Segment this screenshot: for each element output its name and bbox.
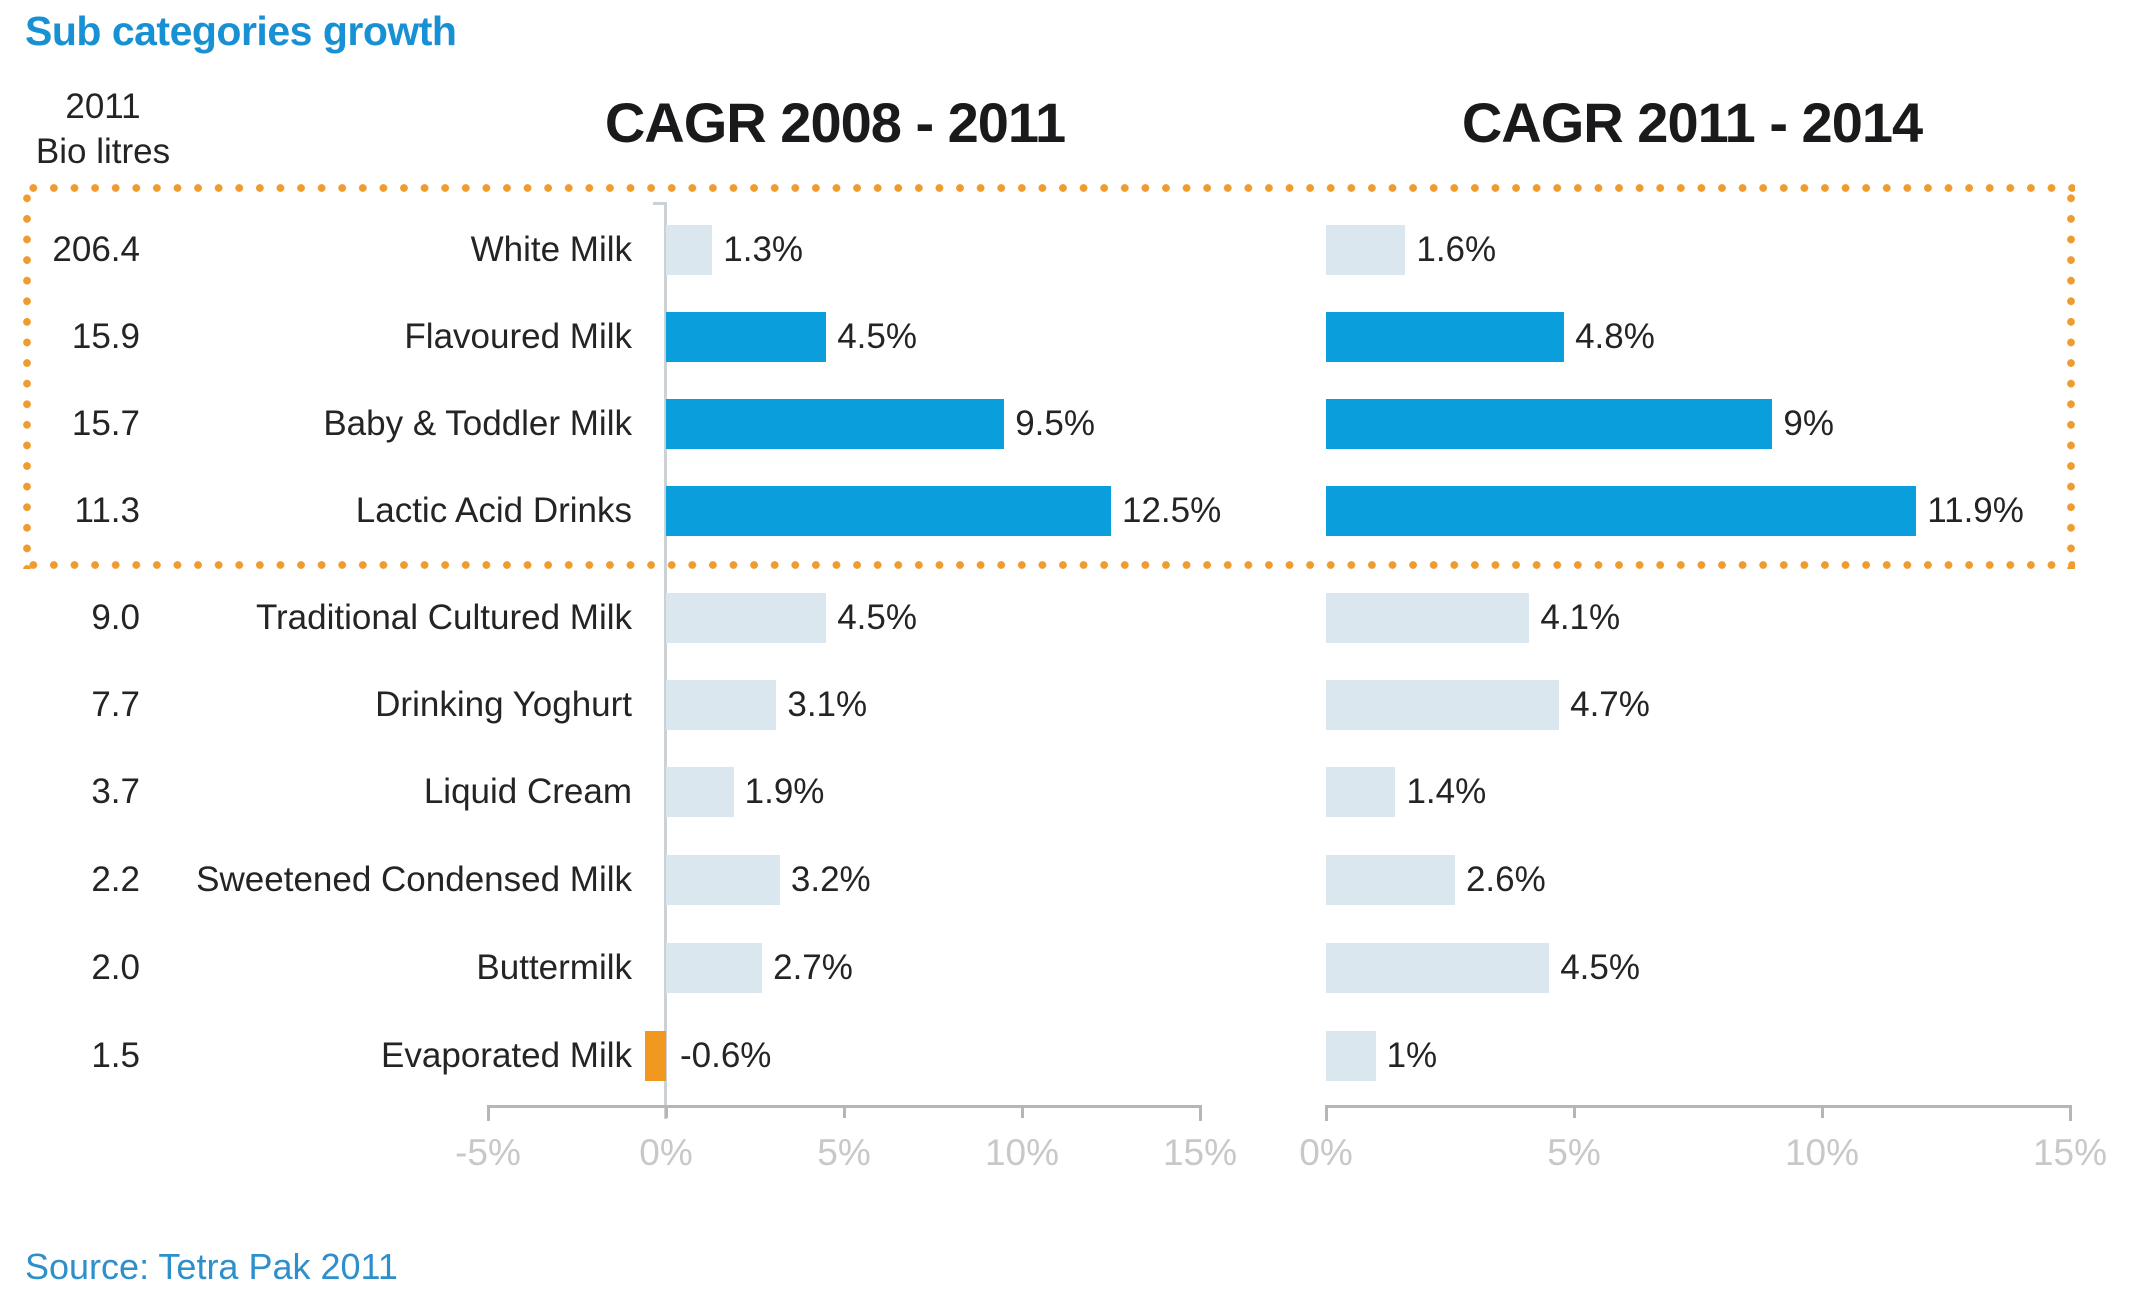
chart-title-cagr-2011-2014: CAGR 2011 - 2014 [1461, 91, 1923, 154]
bar-value-label: 9.5% [1015, 404, 1095, 443]
x-axis-tick [665, 1105, 668, 1118]
bio-litres-value: 1.5 [91, 1036, 140, 1075]
category-label: Lactic Acid Drinks [355, 491, 632, 530]
highlight-box-border-left [23, 188, 31, 569]
x-axis-tick-label: 15% [2032, 1132, 2108, 1173]
x-axis-tick [843, 1105, 846, 1118]
bar-cagr-2011-2014 [1326, 680, 1560, 730]
bar-cagr-2008-2011 [666, 312, 827, 362]
bar-value-label: 11.9% [1927, 491, 2024, 530]
bar-cagr-2011-2014 [1326, 486, 1917, 536]
bar-value-label: 4.5% [837, 317, 917, 356]
highlight-box-border-bottom [23, 561, 2075, 569]
bar-value-label: 9% [1783, 404, 1834, 443]
bar-cagr-2011-2014 [1326, 225, 1406, 275]
x-axis-tick-label: 0% [639, 1132, 693, 1173]
left-chart-zero-line [664, 202, 667, 1119]
bio-litres-value: 2.0 [91, 948, 140, 987]
bar-cagr-2008-2011 [666, 399, 1005, 449]
x-axis-tick-label: 15% [1162, 1132, 1238, 1173]
bar-cagr-2008-2011 [666, 855, 780, 905]
bar-value-label: 2.6% [1465, 860, 1546, 899]
bar-value-label: 4.5% [1560, 948, 1640, 987]
bar-value-label: 3.2% [790, 860, 871, 899]
x-axis-tick-label: 5% [1547, 1132, 1601, 1173]
bar-cagr-2008-2011 [666, 767, 734, 817]
bar-cagr-2008-2011 [666, 680, 777, 730]
bio-litres-axis-header: 2011 Bio litres [22, 84, 184, 174]
highlight-box-border-top [23, 184, 2075, 192]
bar-value-label: 4.1% [1540, 598, 1621, 637]
bio-litres-value: 9.0 [91, 598, 140, 637]
page-title: Sub categories growth [25, 8, 457, 54]
x-axis-tick-label: 10% [1784, 1132, 1860, 1173]
bar-value-label: 4.5% [837, 598, 917, 637]
bio-litres-value: 11.3 [74, 491, 140, 530]
bar-cagr-2008-2011 [666, 943, 763, 993]
bar-value-label: 4.8% [1575, 317, 1655, 356]
bar-value-label: 1.3% [723, 230, 804, 269]
bar-cagr-2008-2011 [644, 1031, 666, 1081]
bio-litres-value: 15.7 [71, 404, 140, 443]
x-axis-tick [1573, 1105, 1576, 1118]
bio-litres-value: 206.4 [52, 230, 140, 269]
x-axis-tick-label: 5% [817, 1132, 871, 1173]
bar-cagr-2011-2014 [1326, 399, 1773, 449]
bar-value-label: 4.7% [1570, 685, 1650, 724]
bar-cagr-2008-2011 [666, 486, 1111, 536]
bar-value-label: 2.7% [773, 948, 853, 987]
left-chart-zero-line-cap [653, 202, 666, 205]
category-label: White Milk [470, 230, 632, 269]
x-axis-tick [1021, 1105, 1024, 1118]
bar-cagr-2011-2014 [1326, 1031, 1376, 1081]
category-label: Liquid Cream [423, 772, 632, 811]
bar-cagr-2011-2014 [1326, 312, 1565, 362]
bar-cagr-2008-2011 [666, 593, 827, 643]
bio-litres-value: 2.2 [91, 860, 140, 899]
x-axis-tick [1199, 1105, 1202, 1121]
category-label: Baby & Toddler Milk [323, 404, 632, 443]
x-axis-tick [487, 1105, 490, 1121]
category-label: Flavoured Milk [404, 317, 632, 356]
bar-cagr-2011-2014 [1326, 593, 1530, 643]
bar-cagr-2011-2014 [1326, 767, 1396, 817]
bar-cagr-2011-2014 [1326, 855, 1455, 905]
bar-value-label: 1.9% [744, 772, 825, 811]
bio-litres-value: 15.9 [71, 317, 140, 356]
bar-value-label: 1.6% [1416, 230, 1497, 269]
bar-value-label: 1% [1386, 1036, 1438, 1075]
x-axis-tick [1325, 1105, 1328, 1121]
category-label: Drinking Yoghurt [375, 685, 632, 724]
highlight-box-border-right [2067, 188, 2075, 569]
bio-litres-value: 7.7 [91, 685, 140, 724]
category-label: Buttermilk [476, 948, 632, 987]
bar-value-label: 1.4% [1406, 772, 1487, 811]
bio-litres-header-year: 2011 [65, 87, 141, 126]
category-label: Evaporated Milk [381, 1036, 632, 1075]
chart-title-cagr-2008-2011: CAGR 2008 - 2011 [604, 91, 1066, 154]
bio-litres-header-unit: Bio litres [35, 132, 171, 171]
bar-value-label: 3.1% [787, 685, 868, 724]
source-note: Source: Tetra Pak 2011 [25, 1246, 398, 1287]
x-axis-tick-label: 10% [984, 1132, 1060, 1173]
bio-litres-value: 3.7 [91, 772, 140, 811]
x-axis-tick-label: -5% [455, 1132, 521, 1173]
x-axis-line [1326, 1105, 2070, 1108]
category-label: Traditional Cultured Milk [255, 598, 632, 637]
category-label: Sweetened Condensed Milk [196, 860, 632, 899]
x-axis-tick [1821, 1105, 1824, 1118]
bar-cagr-2008-2011 [666, 225, 713, 275]
bar-value-label: 12.5% [1122, 491, 1222, 530]
x-axis-tick [2069, 1105, 2072, 1121]
bar-cagr-2011-2014 [1326, 943, 1550, 993]
bar-value-label: -0.6% [680, 1036, 772, 1075]
x-axis-tick-label: 0% [1299, 1132, 1353, 1173]
